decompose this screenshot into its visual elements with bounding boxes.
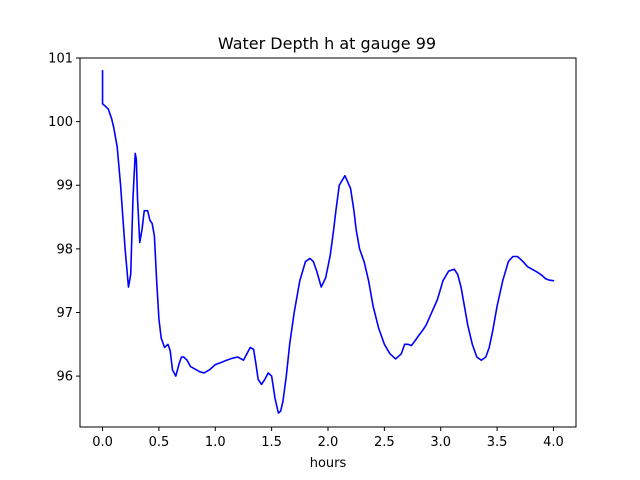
series-line bbox=[101, 69, 555, 414]
x-tick-label: 0.5 bbox=[149, 435, 170, 450]
series-layer bbox=[101, 69, 555, 414]
y-tick-label: 97 bbox=[56, 306, 73, 321]
x-tick-label: 3.5 bbox=[487, 435, 508, 450]
chart-title: Water Depth h at gauge 99 bbox=[218, 34, 436, 53]
x-tick-label: 3.0 bbox=[430, 435, 451, 450]
x-tick-label: 0.0 bbox=[92, 435, 113, 450]
x-tick-label: 1.5 bbox=[261, 435, 282, 450]
y-tick-label: 101 bbox=[48, 52, 73, 67]
y-tick-label: 98 bbox=[56, 242, 73, 257]
y-axis-ticks: 96 97 98 99 100 101 bbox=[48, 52, 80, 385]
y-tick-label: 100 bbox=[48, 115, 73, 130]
y-tick-label: 99 bbox=[56, 179, 73, 194]
x-tick-label: 2.5 bbox=[374, 435, 395, 450]
x-tick-label: 2.0 bbox=[318, 435, 339, 450]
x-axis-label: hours bbox=[310, 456, 347, 471]
y-tick-label: 96 bbox=[56, 370, 73, 385]
x-axis-ticks: 0.0 0.5 1.0 1.5 2.0 2.5 3.0 3.5 4.0 bbox=[92, 427, 564, 450]
x-tick-label: 4.0 bbox=[543, 435, 564, 450]
x-tick-label: 1.0 bbox=[205, 435, 226, 450]
